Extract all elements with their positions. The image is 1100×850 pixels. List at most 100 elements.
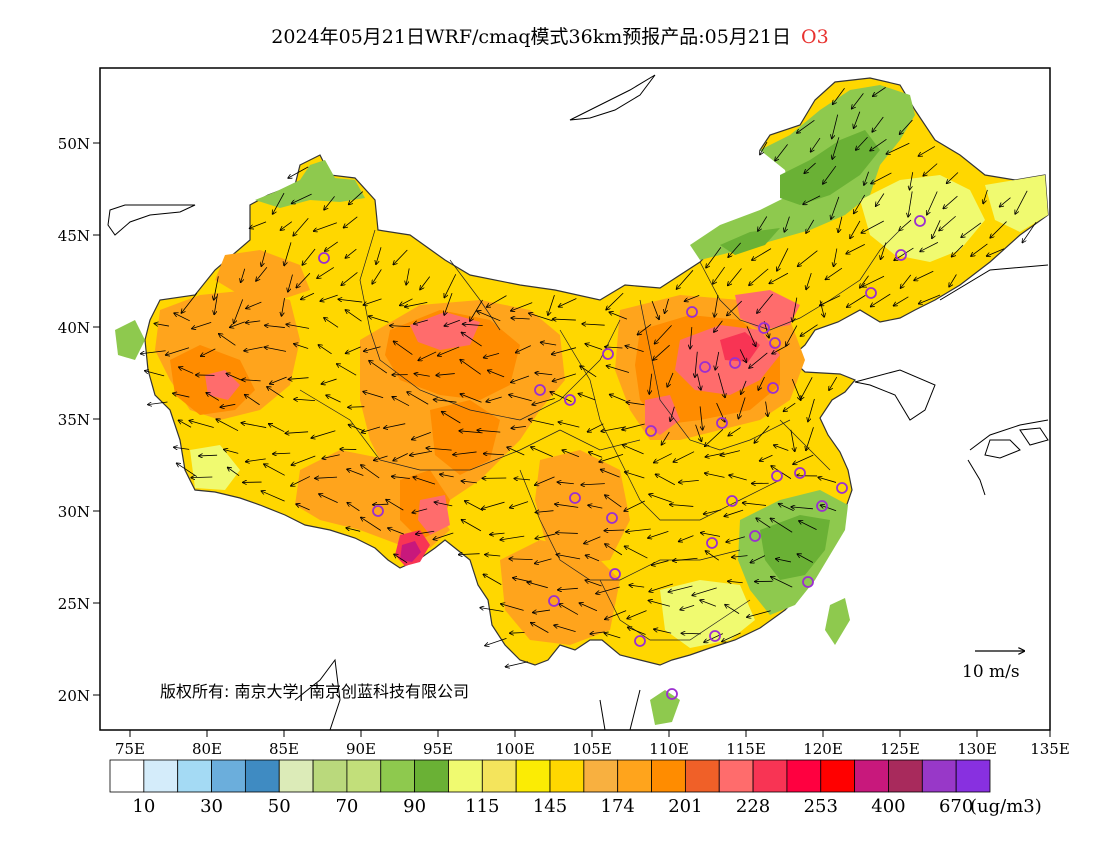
- wind-arrow: [250, 221, 267, 228]
- wind-arrow: [179, 420, 192, 428]
- wind-arrow: [654, 453, 672, 463]
- wind-arrow: [315, 477, 338, 478]
- city-marker: [914, 215, 926, 227]
- wind-arrow: [414, 319, 428, 324]
- wind-arrow: [246, 301, 262, 308]
- wind-arrow: [219, 334, 236, 346]
- legend-swatch: [583, 759, 619, 793]
- wind-arrow: [486, 396, 502, 402]
- wind-arrow: [943, 195, 958, 208]
- wind-arrow: [760, 454, 773, 461]
- map-layers: [107, 74, 1049, 730]
- wind-arrow: [732, 556, 748, 558]
- wind-arrow: [586, 555, 600, 562]
- wind-arrow: [648, 600, 670, 607]
- wind-arrow: [754, 425, 770, 443]
- wind-arrow: [800, 377, 813, 399]
- wind-arrow: [804, 162, 816, 173]
- wind-arrow: [610, 395, 626, 402]
- lon-tick-label: 90E: [346, 740, 376, 758]
- wind-arrow: [695, 351, 698, 377]
- wind-arrow: [797, 554, 814, 563]
- wind-arrow: [799, 521, 817, 530]
- wind-arrow: [854, 111, 861, 129]
- city-marker: [726, 495, 738, 507]
- wind-arrow: [820, 295, 841, 306]
- wind-arrow: [757, 293, 773, 313]
- wind-arrow: [692, 587, 717, 595]
- wind-arrow: [668, 585, 693, 592]
- legend-swatch: [515, 759, 551, 793]
- legend-label: 90: [403, 796, 426, 817]
- legend-label: 10: [132, 796, 155, 817]
- wind-arrow: [670, 406, 675, 421]
- wind-arrow: [987, 248, 1005, 256]
- wind-arrow: [145, 371, 165, 377]
- legend-swatch: [752, 759, 788, 793]
- wind-arrow: [418, 351, 437, 360]
- wind-arrow: [749, 268, 769, 285]
- city-marker: [634, 635, 646, 647]
- wind-arrow: [627, 610, 647, 619]
- wind-arrow: [588, 423, 604, 432]
- legend-swatch: [414, 759, 449, 793]
- wind-arrow: [410, 450, 433, 455]
- wind-arrow: [558, 588, 578, 590]
- wind-arrow: [318, 345, 332, 355]
- wind-arrow: [394, 341, 413, 355]
- wind-arrow: [347, 469, 364, 476]
- wind-arrow: [244, 346, 263, 351]
- wind-arrow: [605, 610, 627, 620]
- wind-arrow: [727, 300, 743, 315]
- legend-swatch: [549, 759, 585, 793]
- wind-arrow: [361, 465, 380, 479]
- city-marker: [716, 417, 728, 429]
- wind-arrow: [739, 349, 746, 362]
- wind-arrow: [228, 468, 240, 476]
- legend-swatch: [448, 759, 483, 793]
- lat-tick-label: 50N: [58, 135, 90, 153]
- wind-arrow: [507, 447, 525, 456]
- wind-arrow: [939, 215, 956, 230]
- legend-label: 174: [601, 796, 635, 817]
- city-marker: [729, 357, 741, 369]
- wind-arrow: [434, 502, 453, 507]
- wind-arrow: [269, 424, 285, 433]
- pollutant-label: O3: [801, 26, 829, 48]
- wind-arrow: [338, 299, 363, 303]
- wind-arrow: [661, 431, 670, 445]
- wind-arrow: [363, 392, 384, 399]
- wind-arrow: [680, 604, 695, 609]
- wind-arrow: [284, 242, 292, 265]
- wind-arrow: [910, 172, 914, 189]
- wind-arrow: [281, 298, 285, 316]
- wind-arrow: [920, 241, 939, 251]
- wind-arrow: [261, 491, 285, 502]
- wind-arrow: [626, 402, 645, 406]
- wind-arrow: [246, 321, 261, 323]
- wind-arrow: [679, 535, 694, 542]
- wind-arrow: [234, 299, 244, 323]
- wind-arrow: [405, 301, 428, 307]
- wind-arrow: [477, 311, 501, 322]
- wind-arrow: [535, 476, 555, 485]
- wind-arrow: [932, 220, 941, 238]
- coastlines: [107, 74, 1049, 730]
- wind-arrow: [706, 247, 722, 267]
- wind-arrow: [724, 509, 744, 516]
- wind-vectors: [141, 87, 1037, 666]
- wind-arrow: [529, 419, 555, 426]
- wind-arrow: [314, 222, 337, 231]
- wind-arrow: [460, 360, 481, 375]
- wind-arrow: [552, 373, 576, 381]
- wind-arrow: [667, 372, 674, 387]
- wind-arrow: [264, 464, 285, 476]
- wind-arrow: [725, 605, 740, 614]
- wind-arrow: [484, 352, 500, 357]
- wind-arrow: [605, 495, 622, 508]
- wind-arrow: [908, 191, 913, 216]
- city-marker: [534, 384, 546, 396]
- wind-arrow: [947, 172, 959, 183]
- wind-arrow: [296, 504, 310, 511]
- wind-arrow: [798, 250, 818, 267]
